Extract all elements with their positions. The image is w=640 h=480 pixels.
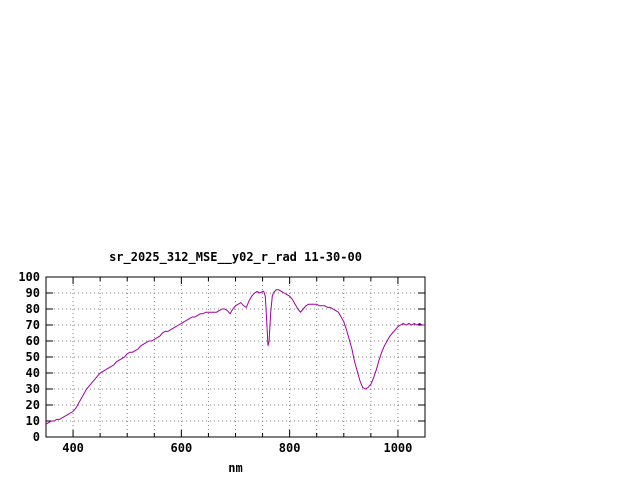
y-tick-label: 80 — [25, 302, 40, 316]
y-tick-label: 10 — [25, 414, 40, 428]
y-tick-label: 50 — [25, 350, 40, 364]
x-axis-label: nm — [228, 461, 243, 475]
y-tick-label: 40 — [25, 366, 40, 380]
x-tick-label: 600 — [170, 441, 193, 455]
y-tick-label: 0 — [32, 430, 40, 444]
x-tick-label: 800 — [278, 441, 301, 455]
y-tick-label: 20 — [25, 398, 40, 412]
chart-title: sr_2025_312_MSE__y02_r_rad 11-30-00 — [109, 250, 362, 264]
y-tick-label: 100 — [18, 270, 40, 284]
y-tick-label: 70 — [25, 318, 40, 332]
y-tick-label: 90 — [25, 286, 40, 300]
y-tick-label: 60 — [25, 334, 40, 348]
x-tick-label: 400 — [62, 441, 84, 455]
series-line — [45, 289, 425, 425]
x-tick-label: 1000 — [383, 441, 413, 455]
y-tick-label: 30 — [25, 382, 40, 396]
